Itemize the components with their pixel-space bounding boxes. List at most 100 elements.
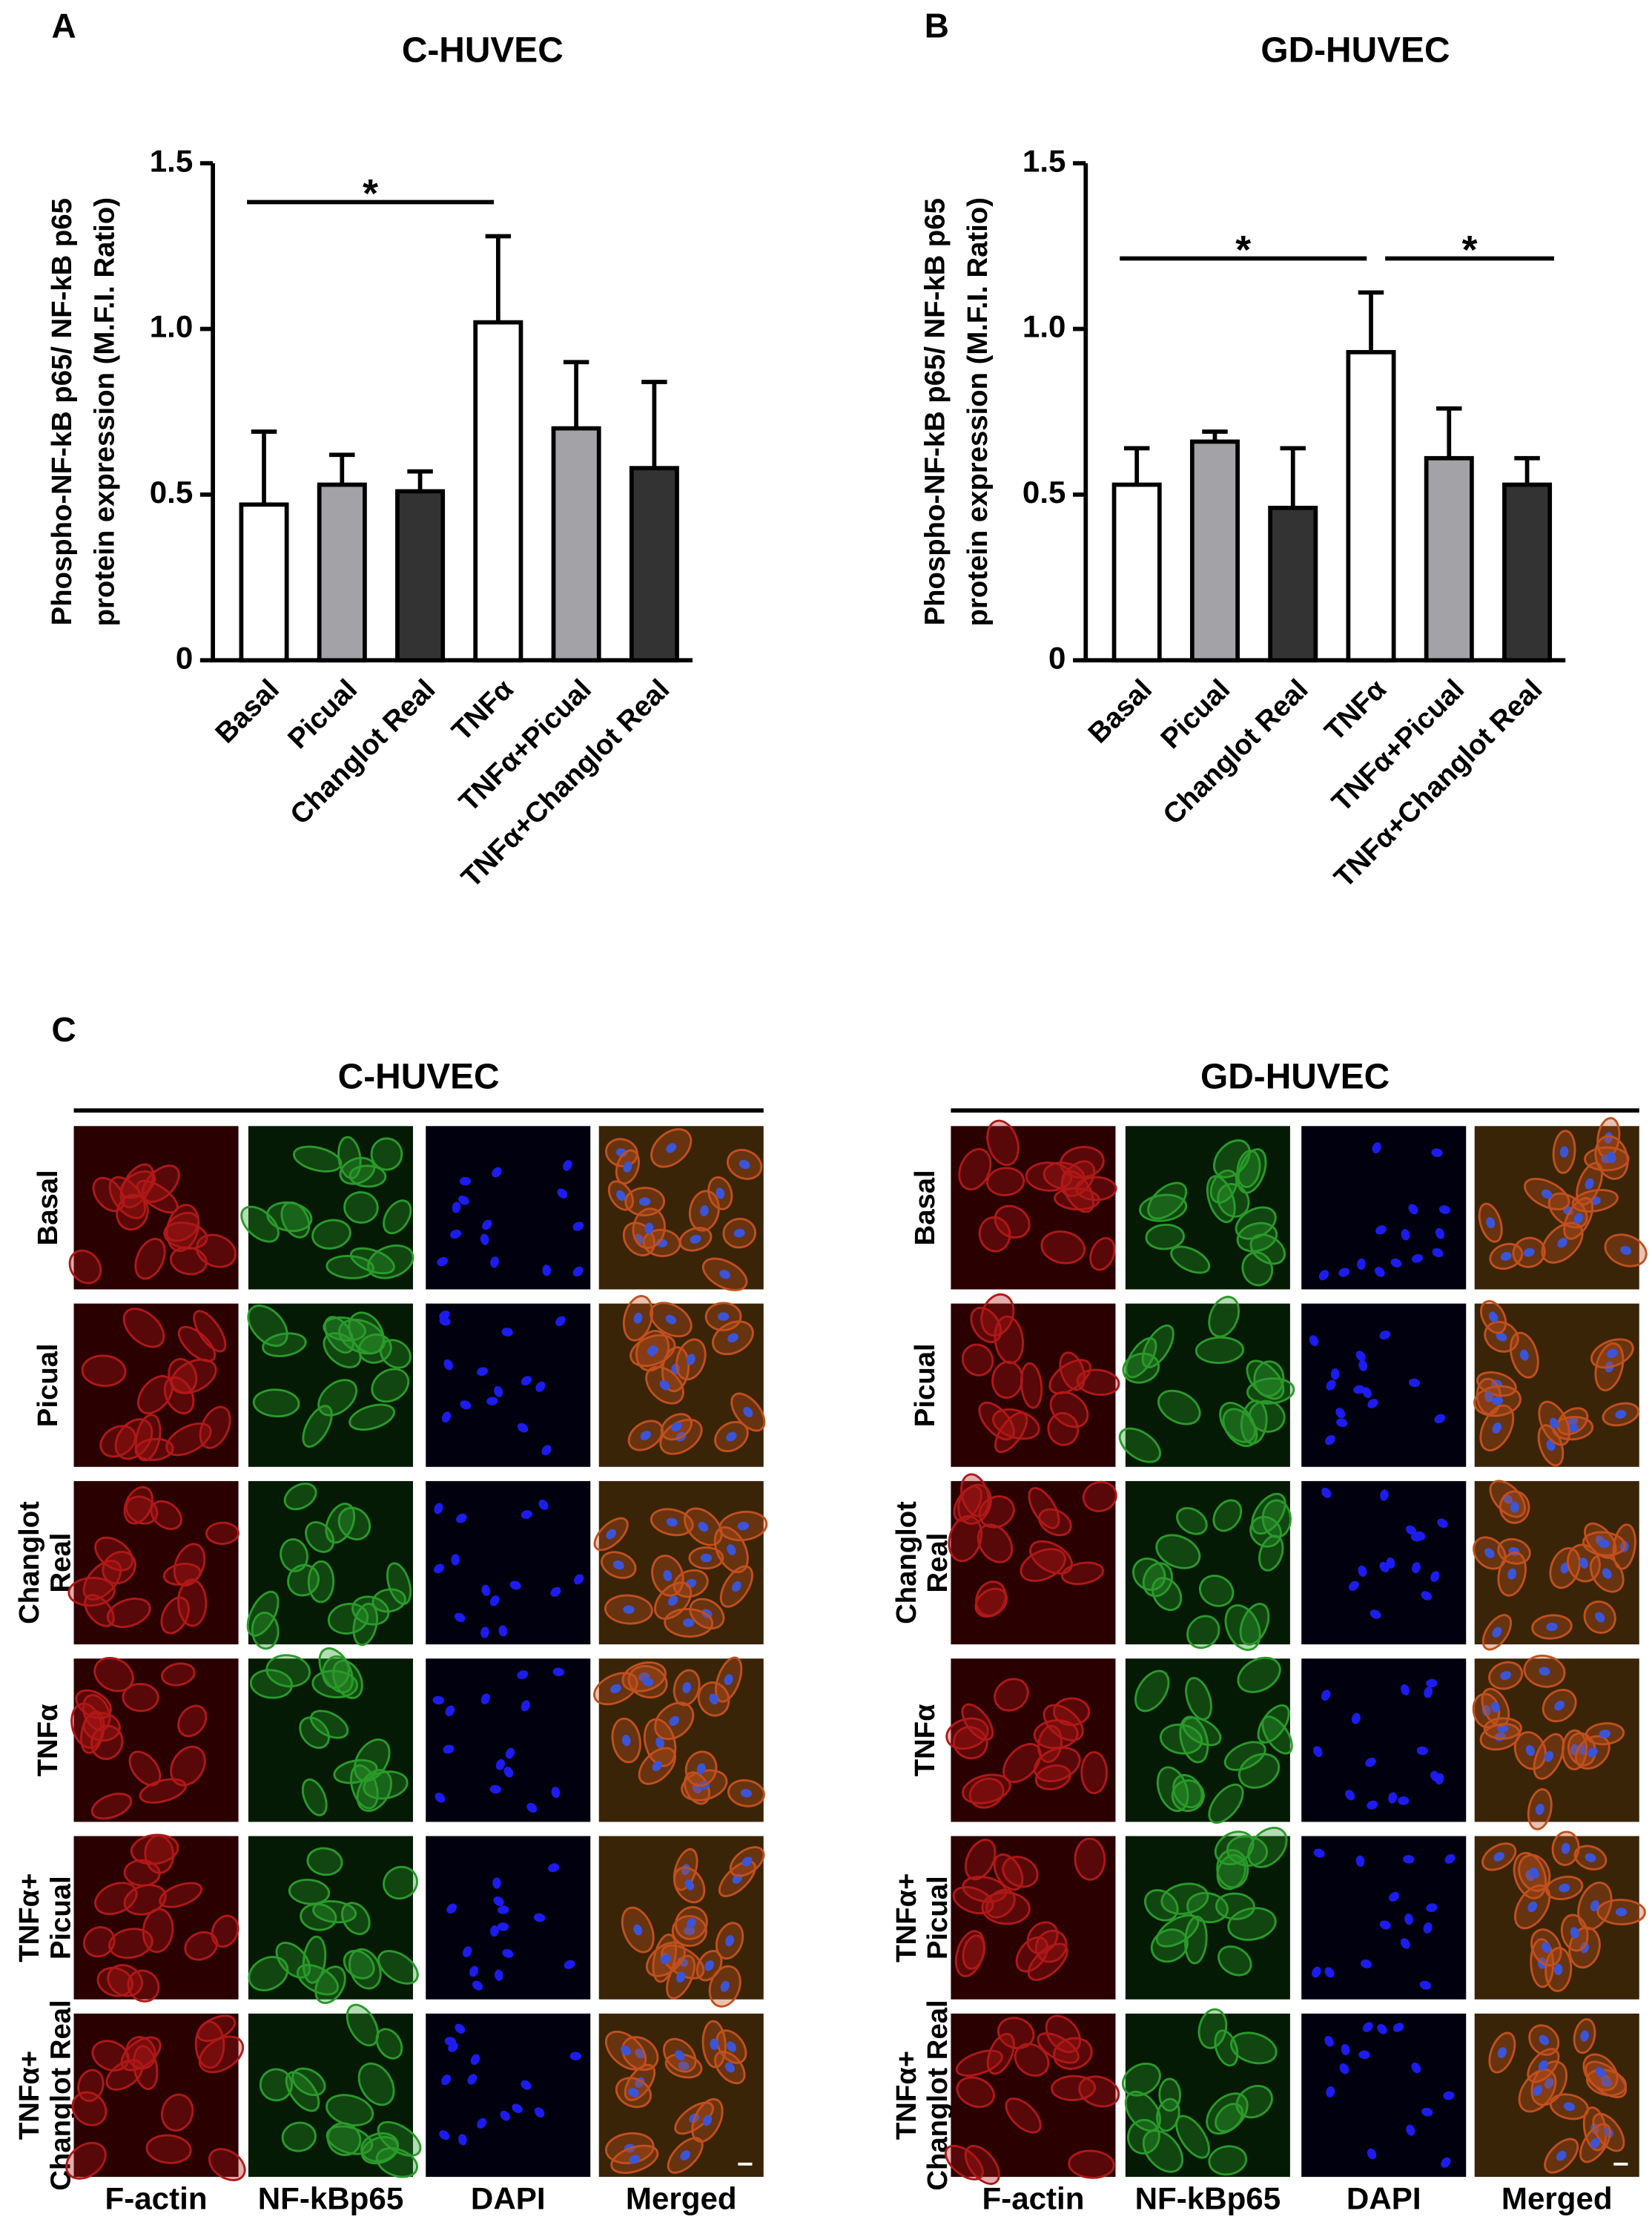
- cell: [1014, 2043, 1050, 2077]
- cell: [300, 1902, 337, 1931]
- nucleus: [690, 1234, 701, 1244]
- cell: [1208, 1783, 1244, 1824]
- nucleus: [535, 1381, 546, 1392]
- nucleus: [1392, 2023, 1404, 2032]
- cell: [346, 2003, 380, 2047]
- nucleus: [1339, 2063, 1349, 2074]
- cell: [1223, 1741, 1266, 1771]
- nucleus: [1309, 1335, 1319, 1347]
- cell: [348, 1403, 395, 1431]
- cell: [1182, 1716, 1222, 1747]
- nucleus: [1426, 1678, 1438, 1688]
- nucleus: [1539, 2034, 1549, 2046]
- micrograph: [1122, 2008, 1290, 2178]
- nucleus: [492, 1877, 501, 1889]
- nucleus: [1559, 1146, 1569, 1158]
- bar: [395, 489, 446, 663]
- nucleus: [1419, 1980, 1431, 1990]
- nucleus: [1403, 1855, 1415, 1864]
- cell: [1213, 1139, 1251, 1179]
- nucleus: [1570, 1927, 1579, 1939]
- nucleus: [1412, 1562, 1421, 1574]
- nucleus: [1406, 2124, 1415, 2136]
- nucleus: [1443, 2091, 1455, 2100]
- cell: [1053, 2037, 1093, 2070]
- cell: [348, 1948, 382, 1990]
- nucleus: [1441, 2157, 1451, 2168]
- cell: [964, 2145, 1000, 2185]
- cell: [1236, 1222, 1278, 1253]
- nucleus: [700, 1204, 709, 1217]
- nucleus: [1542, 1942, 1551, 1954]
- cell: [130, 1833, 179, 1865]
- cell: [961, 1703, 994, 1741]
- cell: [205, 1521, 239, 1545]
- row-label: TNFα+: [891, 1873, 922, 1962]
- nucleus: [521, 1700, 530, 1712]
- nucleus: [1491, 1397, 1504, 1405]
- nucleus: [1444, 1853, 1456, 1864]
- nucleus: [1398, 1796, 1410, 1805]
- nucleus: [1351, 1713, 1361, 1724]
- nucleus: [1607, 1152, 1616, 1164]
- nucleus: [1411, 1253, 1424, 1263]
- cell: [262, 1332, 307, 1357]
- micrograph: [1472, 1654, 1639, 1830]
- micrograph: [598, 1295, 766, 1467]
- cell: [1061, 1561, 1104, 1586]
- nucleus: [686, 1354, 696, 1365]
- cell: [371, 1588, 406, 1613]
- cell: [1238, 1753, 1281, 1789]
- nucleus: [477, 2117, 487, 2129]
- nucleus: [671, 1422, 682, 1432]
- micrograph: [1125, 1126, 1290, 1290]
- cell: [305, 1521, 335, 1553]
- cell: [291, 2067, 326, 2097]
- cell: [99, 1425, 136, 1458]
- nucleus: [443, 1744, 455, 1754]
- nucleus: [1523, 1248, 1535, 1257]
- nucleus: [434, 1503, 443, 1515]
- column-label: DAPI: [471, 2181, 546, 2216]
- cell: [1122, 1352, 1160, 1384]
- nucleus: [1390, 1258, 1402, 1268]
- cell: [106, 1598, 151, 1629]
- nucleus: [710, 2038, 718, 2050]
- cell: [127, 1969, 160, 2003]
- cell: [1198, 1575, 1235, 1607]
- micrograph: [247, 1303, 413, 1467]
- cell: [161, 1662, 196, 1687]
- nucleus: [1554, 1701, 1565, 1711]
- nucleus: [497, 1922, 509, 1931]
- micrograph: [1125, 1827, 1290, 2000]
- y-tick-label: 0: [176, 640, 193, 675]
- cell: [1089, 1237, 1116, 1271]
- cell: [116, 1193, 149, 1231]
- cell: [375, 2028, 403, 2060]
- nucleus: [1435, 1227, 1445, 1239]
- nucleus: [454, 1612, 466, 1623]
- nucleus: [606, 1529, 616, 1540]
- cell: [325, 1503, 356, 1544]
- nucleus: [1490, 1701, 1500, 1713]
- nucleus: [1544, 1750, 1553, 1762]
- nucleus: [1367, 2148, 1377, 2160]
- nucleus: [666, 1517, 678, 1527]
- micrograph: [1301, 1658, 1467, 1822]
- bar: [239, 502, 289, 663]
- cell: [1249, 1515, 1282, 1548]
- nucleus: [489, 1595, 500, 1606]
- nucleus: [450, 1229, 462, 1239]
- cell: [208, 2148, 246, 2181]
- cell: [306, 1847, 343, 1876]
- nucleus: [472, 1980, 483, 1991]
- cell: [145, 2134, 192, 2164]
- nucleus: [1358, 1565, 1367, 1577]
- nucleus: [1606, 1348, 1618, 1358]
- cell: [102, 1550, 136, 1585]
- cell: [1219, 1402, 1256, 1443]
- bar: [629, 466, 679, 663]
- micrograph-bg: [426, 1658, 591, 1822]
- nucleus: [678, 2061, 690, 2071]
- nucleus: [1338, 1268, 1350, 1277]
